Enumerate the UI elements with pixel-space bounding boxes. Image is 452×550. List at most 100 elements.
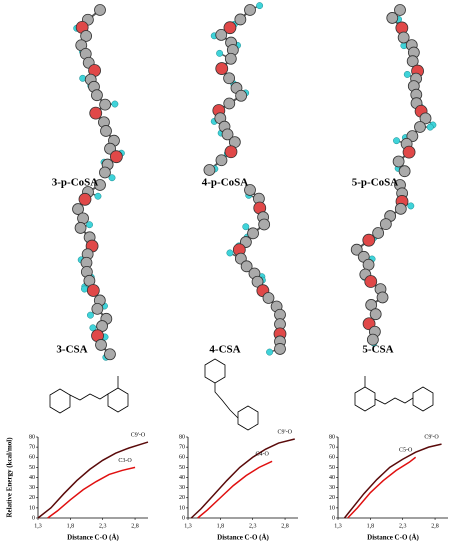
- carbon-atom: [397, 31, 410, 44]
- ring: [107, 387, 129, 413]
- carbon-atom: [240, 260, 253, 273]
- ring: [204, 358, 226, 384]
- y-tick-label: 80: [179, 434, 185, 440]
- y-tick-label: 40: [179, 475, 185, 481]
- charts: 0 10 20 30 40 50 60 70 80 1,3 1,8 2,3 2,8 Distance C-…: [6, 429, 448, 542]
- carbon-atom: [394, 202, 407, 215]
- oxygen-atom: [364, 275, 378, 288]
- y-tick-label: 60: [329, 455, 335, 461]
- hydrogen-atom: [216, 49, 224, 57]
- ring: [354, 386, 376, 412]
- y-tick-label: 70: [179, 445, 185, 451]
- hydrogen-atom: [111, 100, 119, 108]
- chart: 0 10 20 30 40 50 60 70 80 1,3 1,8 2,3 2,8 Distance C-…: [6, 432, 149, 542]
- x-tick-label: 2,3: [399, 523, 407, 529]
- oxygen-atom: [109, 150, 123, 164]
- y-tick-label: 60: [179, 455, 185, 461]
- y-tick-label: 10: [179, 505, 185, 511]
- oxygen-atom: [224, 145, 238, 159]
- carbon-atom: [376, 291, 389, 304]
- series-label: C9'-O: [131, 432, 146, 438]
- hydrogen-atom: [407, 202, 415, 210]
- carbon-atom: [274, 343, 286, 355]
- hydrogen-atom: [266, 348, 274, 356]
- x-tick-label: 1,3: [184, 523, 192, 529]
- series-line: [47, 466, 136, 519]
- hydrogen-atom: [86, 221, 93, 229]
- x-tick-label: 2,3: [249, 523, 257, 529]
- series-line: [347, 456, 417, 519]
- chemical-structures: [49, 358, 434, 431]
- y-tick-label: 0: [182, 515, 185, 521]
- molecule-label: 5-CSA: [362, 344, 393, 356]
- y-axis-label: Relative Energy (kcal/mol): [6, 437, 14, 518]
- y-tick-label: 30: [179, 485, 185, 491]
- oxygen-atom: [86, 284, 100, 297]
- series-label: C4-O: [255, 452, 269, 458]
- carbon-atom: [95, 339, 107, 351]
- series-line: [190, 438, 295, 519]
- series-label: C9'-O: [278, 429, 293, 435]
- y-tick-label: 20: [329, 495, 335, 501]
- oxygen-atom: [402, 145, 416, 159]
- y-tick-label: 60: [29, 455, 35, 461]
- ring: [237, 405, 259, 431]
- y-tick-label: 50: [329, 465, 335, 471]
- x-tick-label: 2,8: [281, 523, 289, 529]
- y-tick-label: 80: [329, 434, 335, 440]
- y-tick-label: 50: [29, 465, 35, 471]
- oxygen-atom: [223, 21, 237, 35]
- series-line: [197, 460, 273, 519]
- bond: [374, 397, 414, 405]
- carbon-atom: [74, 222, 87, 234]
- chart: 0 10 20 30 40 50 60 70 80 1,3 1,8 2,3 2,8 Distance C-…: [179, 429, 298, 542]
- x-tick-label: 2,3: [99, 523, 107, 529]
- hydrogen-atom: [226, 249, 234, 257]
- oxygen-atom: [78, 192, 92, 206]
- carbon-atom: [234, 13, 247, 26]
- hydrogen-atom: [81, 285, 88, 293]
- hydrogen-atom: [87, 311, 94, 319]
- hydrogen-atom: [393, 137, 400, 145]
- carbon-atom: [215, 29, 228, 41]
- x-tick-label: 2,8: [431, 523, 439, 529]
- molecule: [72, 179, 116, 361]
- carbon-atom: [223, 97, 236, 110]
- molecule-label: 3-CSA: [56, 344, 87, 356]
- hydrogen-atom: [242, 223, 250, 231]
- series-label: C9'-O: [424, 434, 439, 440]
- chart: 0 10 20 30 40 50 60 70 80 1,3 1,8 2,3 2,8 Distance C-…: [329, 434, 448, 542]
- carbon-atom: [91, 89, 103, 102]
- molecule: [73, 4, 125, 182]
- molecule-label: 4-CSA: [209, 344, 240, 356]
- ring: [412, 386, 434, 412]
- carbon-atom: [99, 166, 111, 179]
- y-tick-label: 30: [329, 485, 335, 491]
- y-tick-label: 0: [32, 515, 35, 521]
- molecule-label: 5-p-CoSA: [352, 177, 399, 189]
- hydrogen-atom: [108, 174, 116, 182]
- y-tick-label: 10: [329, 505, 335, 511]
- carbon-atom: [244, 184, 256, 196]
- carbon-atom: [394, 4, 406, 16]
- carbon-atom: [215, 154, 228, 167]
- oxygen-atom: [89, 106, 103, 120]
- carbon-atom: [72, 203, 84, 215]
- y-tick-label: 80: [29, 434, 35, 440]
- y-tick-label: 40: [329, 475, 335, 481]
- series-label: C3-O: [118, 458, 132, 464]
- carbon-atom: [406, 55, 419, 68]
- carbon-atom: [398, 165, 411, 178]
- x-tick-label: 1,8: [217, 523, 225, 529]
- x-tick-label: 2,8: [131, 523, 139, 529]
- y-tick-label: 70: [29, 445, 35, 451]
- oxygen-atom: [215, 62, 229, 75]
- carbon-atom: [379, 218, 392, 230]
- carbon-atom: [247, 227, 259, 240]
- molecule-models: [72, 2, 437, 361]
- hydrogen-atom: [403, 70, 411, 78]
- hydrogen-atom: [256, 2, 264, 10]
- carbon-atom: [94, 4, 106, 16]
- y-tick-label: 10: [29, 505, 35, 511]
